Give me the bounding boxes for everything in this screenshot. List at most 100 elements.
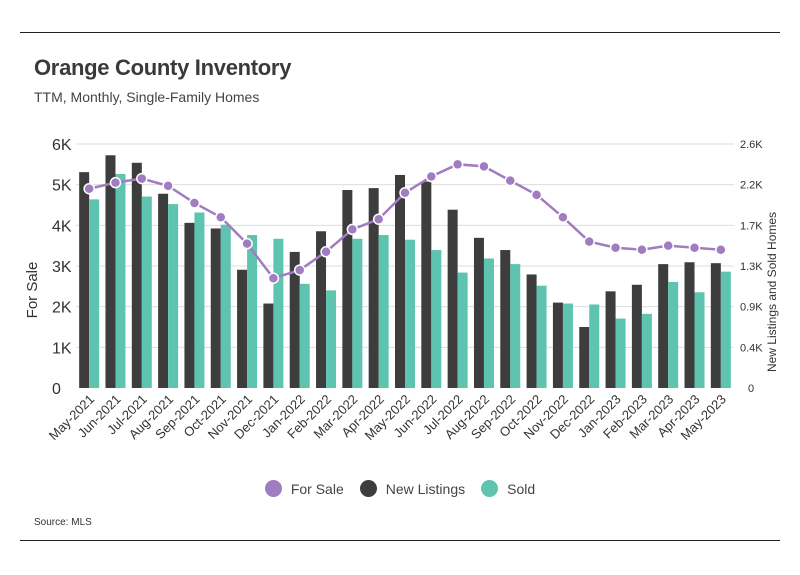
for-sale-point [399,187,411,199]
right-tick-label: 2.6K [740,139,763,151]
for-sale-point [425,170,438,183]
source-note: Source: MLS [34,517,92,528]
left-tick-label: 1K [52,340,72,357]
new-listings-bar [579,327,590,388]
new-listings-bar [710,263,721,388]
sold-bar [431,250,442,388]
sold-bar [589,304,600,388]
right-tick-label: 1.3K [740,261,763,273]
new-listings-bar [237,269,248,388]
legend-label-for-sale: For Sale [290,480,344,497]
new-listings-bar [473,237,484,388]
sold-bar [352,238,363,388]
new-listings-bar [631,284,642,388]
right-tick-label: 0.4K [740,342,763,354]
right-tick-label: 1.7K [740,220,763,232]
legend-label-sold: Sold [507,480,536,497]
sold-bar [405,239,415,388]
legend-item-sold: Sold [481,480,535,497]
for-sale-point [688,241,701,254]
for-sale-point [662,239,674,252]
sold-bar [326,290,337,388]
legend-swatch-for-sale [264,480,282,497]
for-sale-point [346,223,359,236]
new-listings-bar [289,251,300,388]
sold-bar [720,271,731,388]
for-sale-point [215,211,227,223]
for-sale-point [530,189,543,201]
sold-bar [168,204,179,388]
sold-bar [273,238,284,388]
right-tick-label: 0.9K [740,302,763,314]
sold-bar [89,199,100,388]
chart-title: Orange County Inventory [34,55,292,80]
left-tick-label: 5K [52,178,72,195]
new-listings-bar [684,262,695,388]
for-sale-point [320,246,332,258]
new-listings-bar [263,303,274,388]
sold-bar [299,283,310,388]
right-tick-label: 2.2K [740,180,763,192]
for-sale-point [557,211,569,223]
new-listings-bar [368,188,379,388]
for-sale-point [109,176,122,189]
sold-bar [141,196,152,388]
new-listings-bar [131,162,142,388]
for-sale-point [583,235,595,248]
sold-bar [247,235,258,388]
sold-bar [220,224,231,388]
right-tick-label: 0 [748,383,754,395]
left-tick-label: 2K [52,300,72,317]
new-listings-bar [421,181,432,388]
new-listings-bar [395,174,405,388]
sold-bar [641,313,652,388]
sold-bar [194,212,205,388]
for-sale-point [609,241,622,254]
left-tick-label: 0 [52,381,61,398]
sold-bar [483,258,494,388]
new-listings-bar [605,291,616,388]
new-listings-bar [210,228,221,388]
sold-bar [562,303,573,388]
chart-subtitle: TTM, Monthly, Single-Family Homes [34,89,260,105]
sold-bar [668,281,679,388]
for-sale-point [83,182,95,195]
inventory-chart: 0 0 1K 0.4K 2K 0.9K 3K 1.3K 4K 1.7K 5K 2.2K 6K 2.6K Fo… [24,137,779,443]
y-axis-title: For Sale [24,262,41,319]
top-rule [20,32,780,33]
new-listings-bar [316,231,327,388]
new-listings-bar [79,172,90,388]
legend-swatch-new-listings [359,480,377,497]
y2-axis-title: New Listings and Sold Homes [765,212,779,372]
new-listings-bar [526,274,537,388]
legend-label-new-listings: New Listings [385,480,466,497]
sold-bar [536,285,547,388]
bottom-rule [20,540,780,541]
left-tick-label: 3K [52,259,72,276]
for-sale-point [715,243,727,256]
sold-bar [615,318,626,388]
for-sale-point [136,172,148,185]
sold-bar [510,264,521,388]
legend: For Sale New Listings Sold [0,480,800,497]
for-sale-point [451,158,464,171]
for-sale-point [293,264,306,276]
for-sale-point [188,197,201,209]
for-sale-point [478,160,490,173]
for-sale-point [636,243,648,256]
sold-bar [378,235,389,388]
new-listings-bar [105,155,116,388]
for-sale-point [372,213,385,225]
sold-bar [694,292,705,388]
new-listings-bar [447,209,458,388]
for-sale-point [504,174,517,187]
left-tick-label: 4K [52,218,72,235]
new-listings-bar [158,193,169,388]
new-listings-bar [500,250,511,388]
new-listings-bar [342,189,353,388]
legend-swatch-sold [481,480,499,497]
new-listings-bar [552,302,563,388]
new-listings-bar [184,222,195,388]
sold-bar [115,174,126,388]
legend-item-new-listings: New Listings [359,480,466,497]
